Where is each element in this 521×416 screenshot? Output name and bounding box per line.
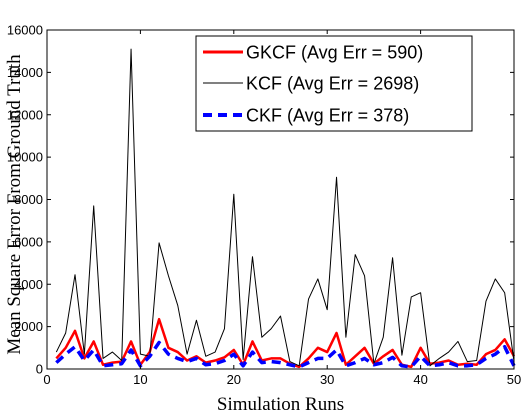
x-tick-label-10: 10 (133, 372, 147, 387)
y-tick-label-6000: 6000 (14, 234, 43, 249)
x-axis-label: Simulation Runs (217, 394, 344, 415)
series-line-ckf (55, 340, 516, 369)
y-axis-label: Mean Square Error From Ground Truth (4, 54, 25, 355)
series-line-kcf (55, 48, 515, 367)
y-tick-label-8000: 8000 (14, 192, 43, 207)
legend-label-kcf: KCF (Avg Err = 2698) (246, 74, 419, 94)
y-tick-label-4000: 4000 (14, 277, 43, 292)
series-layer (55, 48, 516, 369)
x-tick-label-50: 50 (507, 372, 521, 387)
legend: GKCF (Avg Err = 590) KCF (Avg Err = 2698… (195, 35, 473, 132)
axis-layer: 0 10 20 30 40 50 0 2000 4000 6000 8000 10000 12000 14… (7, 23, 521, 388)
x-tick-label-30: 30 (320, 372, 334, 387)
x-tick-label-20: 20 (227, 372, 241, 387)
series-line-gkcf (55, 317, 516, 369)
legend-label-ckf: CKF (Avg Err = 378) (246, 106, 409, 126)
x-tick-label-40: 40 (413, 372, 427, 387)
y-tick-label-0: 0 (36, 362, 43, 377)
legend-label-gkcf: GKCF (Avg Err = 590) (246, 43, 423, 63)
x-tick-label-0: 0 (43, 372, 50, 387)
y-tick-label-14000: 14000 (7, 65, 43, 80)
y-tick-label-16000: 16000 (7, 23, 43, 38)
y-tick-label-12000: 12000 (7, 107, 43, 122)
y-tick-label-10000: 10000 (7, 150, 43, 165)
y-tick-label-2000: 2000 (14, 319, 43, 334)
